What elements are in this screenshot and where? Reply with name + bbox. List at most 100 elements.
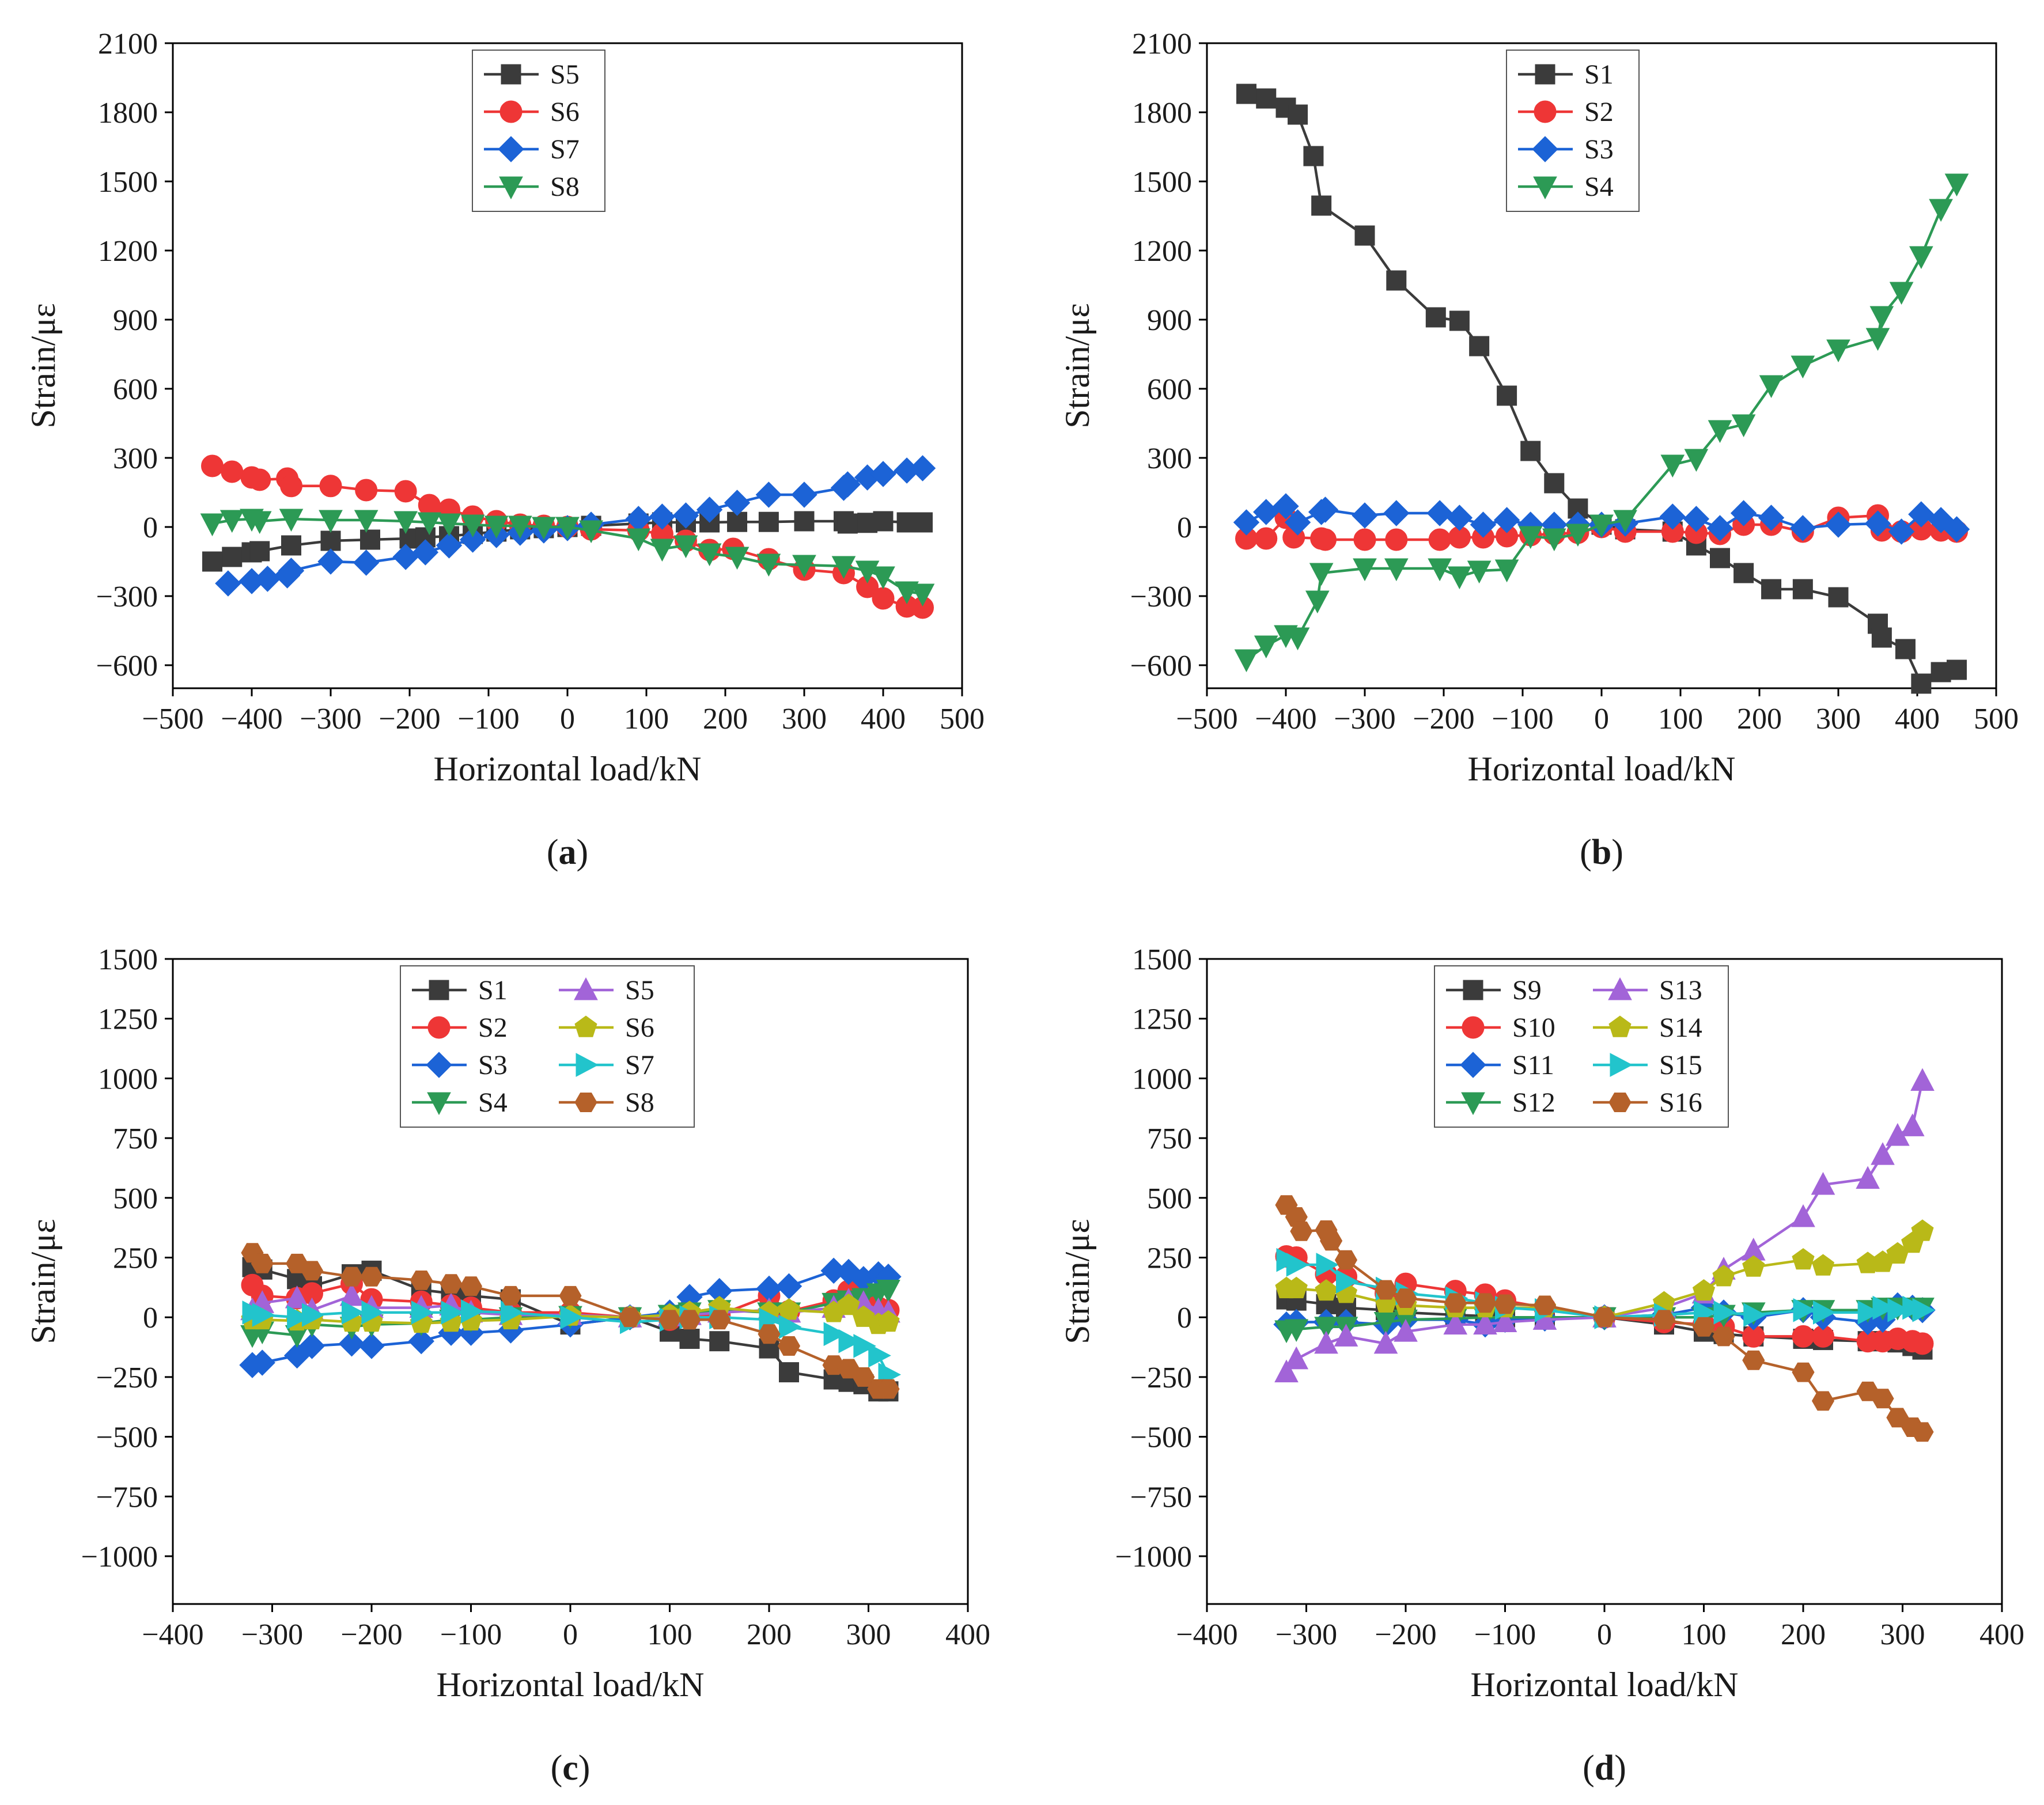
data-point	[1871, 1389, 1894, 1409]
data-point	[1428, 558, 1452, 582]
data-point	[791, 481, 817, 508]
y-tick-label: 1800	[1132, 97, 1192, 130]
data-point	[649, 503, 676, 530]
data-point	[1518, 526, 1543, 549]
series-S4	[1234, 173, 1969, 673]
data-point	[1286, 1253, 1309, 1277]
y-tick-label: 2100	[98, 28, 158, 60]
x-tick-label: −300	[1334, 703, 1395, 735]
data-point	[1315, 1279, 1338, 1301]
data-point	[1542, 528, 1566, 552]
legend-label: S7	[550, 134, 580, 165]
series-line	[212, 517, 923, 596]
chart-panel-c: −400 −300 −200 −100 0 100 200 300 400−1000−750−5…	[24, 943, 990, 1788]
data-point	[1908, 501, 1935, 528]
data-point	[287, 1305, 310, 1330]
data-point	[1811, 1171, 1835, 1195]
x-tick-label: −200	[340, 1618, 402, 1651]
legend-item-S1: S1	[1518, 59, 1614, 90]
data-point	[393, 511, 418, 534]
legend-marker	[427, 1092, 451, 1116]
data-point	[1314, 1330, 1338, 1354]
data-point	[1284, 1319, 1309, 1343]
data-point	[1871, 627, 1892, 648]
legend-marker	[499, 100, 523, 123]
data-point	[756, 553, 781, 577]
data-point	[252, 1303, 275, 1327]
data-point	[1710, 548, 1730, 568]
legend-marker	[1608, 977, 1632, 1000]
legend: S1 S2 S3 S4 S5 S6 S7 S8	[400, 965, 695, 1128]
x-tick-label: 400	[945, 1618, 990, 1651]
data-point	[508, 515, 532, 539]
y-tick-label: −500	[1130, 1421, 1192, 1454]
data-point	[1857, 1300, 1881, 1325]
series-line	[1246, 183, 1958, 661]
data-point	[1660, 454, 1685, 478]
data-point	[1864, 510, 1891, 537]
data-point	[1589, 514, 1614, 538]
data-point	[1316, 1253, 1339, 1277]
data-point	[1912, 1298, 1936, 1322]
data-point	[440, 1274, 463, 1294]
data-point	[459, 1276, 483, 1296]
data-point	[499, 1286, 523, 1306]
data-point	[853, 1334, 876, 1358]
data-point	[1353, 528, 1376, 551]
data-point	[1811, 1254, 1835, 1276]
legend-box	[1434, 965, 1729, 1128]
data-point	[1909, 246, 1933, 270]
legend-label: S16	[1659, 1087, 1702, 1118]
data-point	[354, 510, 378, 533]
data-point	[560, 1305, 584, 1330]
data-point	[555, 517, 580, 540]
data-point	[877, 1379, 900, 1399]
x-tick-label: 200	[1737, 703, 1782, 735]
data-point	[412, 539, 439, 566]
data-point	[249, 541, 270, 562]
y-tick-label: 0	[143, 1302, 158, 1334]
data-point	[1334, 1250, 1358, 1270]
data-point	[1352, 502, 1378, 529]
panel-label: (b)	[1580, 833, 1623, 872]
data-point	[1900, 1113, 1925, 1136]
data-point	[360, 1266, 383, 1287]
legend-marker	[1460, 1052, 1486, 1078]
data-point	[319, 510, 343, 533]
y-axis-label: Strain/με	[24, 303, 62, 428]
y-tick-label: −500	[96, 1421, 158, 1454]
y-tick-label: −1000	[1115, 1541, 1192, 1573]
x-tick-label: −500	[142, 703, 203, 735]
data-point	[758, 1324, 781, 1344]
legend-item-S7: S7	[559, 1050, 654, 1080]
legend-box	[472, 50, 605, 212]
legend-label: S7	[625, 1050, 654, 1080]
data-point	[777, 1336, 801, 1356]
chart-panel-a: −500 −400 −300 −200 −100 0 100 200 300 400 500 −600…	[24, 28, 985, 872]
data-point	[678, 1310, 701, 1330]
legend-marker	[1608, 1015, 1632, 1037]
series-S13	[1274, 1068, 1935, 1383]
data-point	[777, 1298, 801, 1320]
data-point	[1285, 627, 1310, 651]
y-tick-label: 1500	[1132, 943, 1192, 976]
data-point	[579, 520, 603, 544]
x-tick-label: 400	[1979, 1618, 2024, 1651]
data-point	[1497, 385, 1517, 406]
data-point	[697, 543, 722, 567]
legend-label: S6	[625, 1013, 654, 1043]
data-point	[410, 1271, 433, 1290]
x-tick-label: 500	[1974, 703, 2019, 735]
data-point	[618, 1307, 642, 1328]
x-tick-label: 200	[747, 1618, 792, 1651]
x-axis-label: Horizontal load/kN	[434, 750, 702, 788]
data-point	[1731, 414, 1756, 438]
data-point	[876, 1280, 900, 1303]
legend-label: S13	[1659, 975, 1702, 1006]
x-tick-label: 100	[624, 703, 669, 735]
data-point	[794, 511, 815, 532]
data-point	[1683, 506, 1710, 532]
legend-item-S2: S2	[412, 1013, 508, 1043]
data-point	[1311, 195, 1332, 216]
